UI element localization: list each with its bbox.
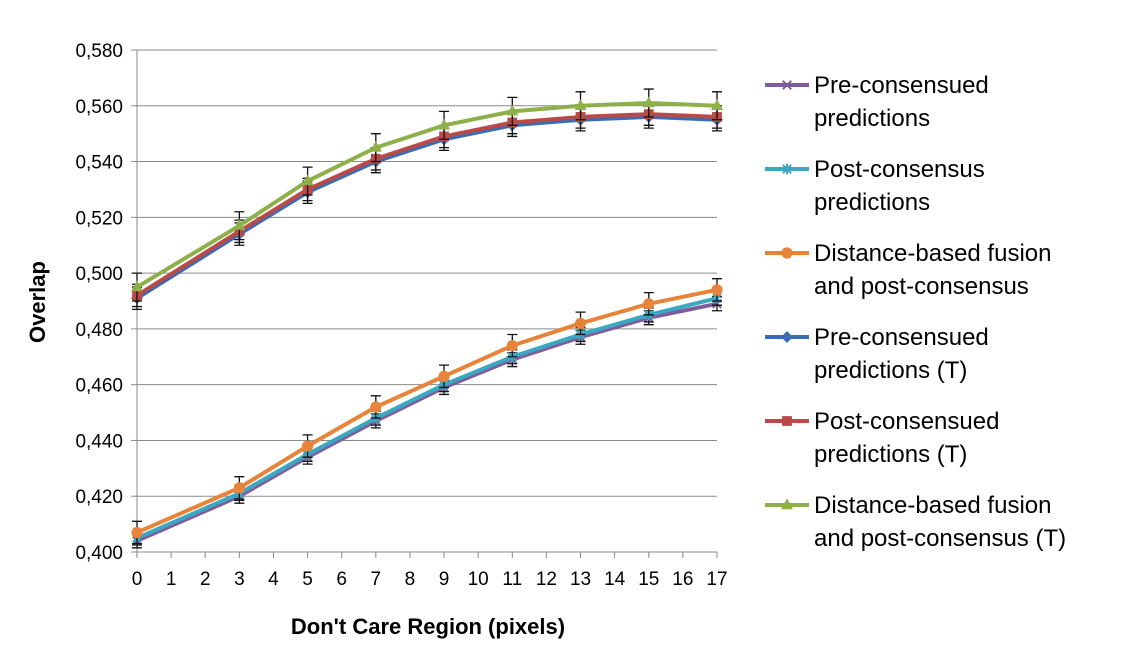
data-point bbox=[781, 498, 793, 510]
data-point bbox=[711, 284, 723, 296]
data-point bbox=[506, 340, 518, 352]
legend-item-3: Distance-based fusion and post-consensus bbox=[765, 240, 1051, 300]
data-point bbox=[782, 80, 792, 90]
x-tick-label: 8 bbox=[405, 569, 416, 590]
x-tick-label: 14 bbox=[604, 569, 626, 590]
series-line bbox=[135, 100, 718, 289]
data-point bbox=[233, 482, 245, 494]
series-line bbox=[136, 296, 718, 540]
legend: Pre-consensued predictions Post-consensus p… bbox=[765, 72, 1066, 552]
legend-label: Post-consensus bbox=[814, 156, 985, 183]
data-point bbox=[781, 331, 793, 343]
y-tick-label: 0,440 bbox=[75, 431, 123, 452]
x-tick-label: 7 bbox=[371, 569, 382, 590]
data-point bbox=[438, 118, 451, 130]
legend-item-1: Pre-consensued predictions bbox=[765, 72, 989, 132]
x-tick-label: 9 bbox=[439, 569, 450, 590]
legend-label: predictions (T) bbox=[814, 357, 967, 384]
series-5 bbox=[132, 102, 722, 308]
data-point bbox=[131, 280, 143, 292]
data-point bbox=[506, 104, 519, 116]
legend-item-6: Distance-based fusion and post-consensus … bbox=[765, 492, 1066, 552]
data-point bbox=[131, 526, 143, 539]
y-tick-label: 0,480 bbox=[75, 320, 123, 341]
legend-label: Pre-consensued bbox=[814, 324, 989, 351]
data-point bbox=[782, 416, 792, 426]
x-tick-label: 16 bbox=[672, 569, 693, 590]
data-point bbox=[574, 317, 587, 329]
x-tick-label: 6 bbox=[336, 569, 347, 590]
legend-item-4: Pre-consensued predictions (T) bbox=[765, 324, 989, 384]
legend-item-5: Post-consensued predictions (T) bbox=[765, 408, 999, 468]
data-point bbox=[301, 174, 314, 186]
x-tick-label: 1 bbox=[166, 569, 177, 590]
data-point bbox=[781, 247, 793, 259]
y-tick-label: 0,460 bbox=[75, 376, 123, 397]
x-tick-label: 15 bbox=[638, 569, 659, 590]
x-tick-label: 3 bbox=[234, 569, 245, 590]
y-tick-label: 0,540 bbox=[75, 153, 123, 174]
series-4 bbox=[131, 105, 723, 311]
x-tick-label: 10 bbox=[468, 569, 489, 590]
y-tick-label: 0,580 bbox=[75, 41, 123, 62]
y-tick-label: 0,560 bbox=[75, 97, 123, 118]
x-axis-title: Don't Care Region (pixels) bbox=[291, 614, 565, 639]
legend-item-2: Post-consensus predictions bbox=[765, 156, 985, 216]
data-point bbox=[438, 370, 450, 382]
y-tick-label: 0,520 bbox=[75, 208, 123, 229]
legend-label: Post-consensued bbox=[814, 408, 999, 435]
data-point bbox=[782, 163, 792, 175]
x-tick-label: 4 bbox=[268, 569, 279, 590]
data-point bbox=[369, 140, 382, 152]
data-point bbox=[574, 99, 587, 110]
x-tick-label: 2 bbox=[200, 569, 211, 590]
data-point bbox=[233, 219, 246, 230]
y-tick-label: 0,420 bbox=[75, 487, 123, 508]
data-point bbox=[642, 96, 655, 108]
series-1 bbox=[132, 296, 722, 549]
y-tick-label: 0,500 bbox=[75, 264, 123, 285]
x-tick-label: 12 bbox=[536, 569, 557, 590]
x-axis: 0 1 2 3 4 5 6 7 8 9 10 11 12 13 14 15 16 17 bbox=[132, 551, 728, 590]
data-point bbox=[711, 99, 723, 110]
legend-label: predictions bbox=[814, 105, 930, 132]
data-point bbox=[643, 298, 655, 310]
y-tick-label: 0,400 bbox=[75, 543, 123, 564]
legend-label: and post-consensus bbox=[814, 273, 1029, 300]
legend-label: Pre-consensued bbox=[814, 72, 989, 99]
x-tick-label: 11 bbox=[502, 569, 522, 590]
legend-label: predictions bbox=[814, 189, 930, 216]
legend-label: Distance-based fusion bbox=[814, 492, 1051, 519]
series-6 bbox=[131, 88, 723, 302]
legend-label: predictions (T) bbox=[814, 441, 967, 468]
series-line bbox=[135, 112, 718, 298]
gridlines bbox=[137, 49, 717, 497]
legend-label: Distance-based fusion bbox=[814, 240, 1051, 267]
data-point bbox=[301, 440, 314, 452]
y-axis-title: Overlap bbox=[25, 261, 50, 343]
x-tick-label: 17 bbox=[706, 569, 727, 590]
data-point bbox=[370, 401, 382, 413]
series-line bbox=[136, 301, 718, 543]
legend-label: and post-consensus (T) bbox=[814, 525, 1066, 552]
series-layer bbox=[131, 88, 723, 549]
x-tick-label: 13 bbox=[570, 569, 591, 590]
x-tick-label: 5 bbox=[302, 569, 313, 590]
y-axis: 0,400 0,420 0,440 0,460 0,480 0,500 0,520 0,540… bbox=[75, 41, 138, 564]
series-3 bbox=[131, 278, 723, 545]
x-tick-label: 0 bbox=[132, 569, 143, 590]
